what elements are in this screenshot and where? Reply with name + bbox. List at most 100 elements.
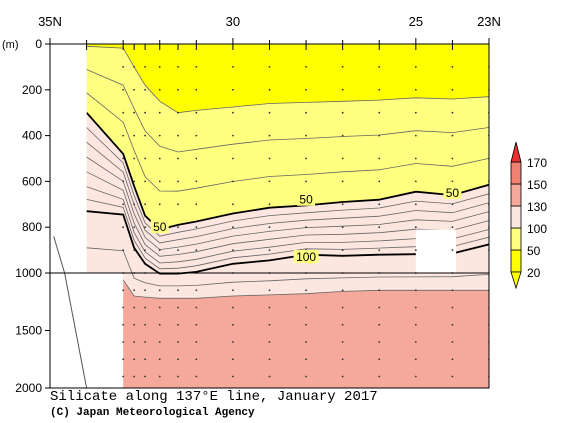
sample-dot [268,375,271,378]
sample-dot [133,111,136,114]
colorbar: 20 50 100 130 150 170 [510,141,547,290]
sample-dot [414,203,417,206]
y-tick-label: 0 [35,37,42,51]
sample-dot [341,111,344,114]
sample-dot [268,358,271,361]
sample-dot [177,66,179,68]
sample-dot [378,249,381,252]
contour-line [86,45,489,114]
sample-dot [144,358,147,361]
sample-dot [158,306,161,309]
sample-dot [305,323,307,326]
sample-dot [144,111,147,114]
sample-dot [451,203,454,206]
sample-dot [158,203,161,206]
sample-dot [133,289,136,292]
colorbar-segment [510,249,522,273]
sample-dot [305,341,307,343]
sample-dot [133,66,136,68]
color-fill-layers [86,44,489,388]
sample-dot [122,66,125,68]
sample-dot [414,249,417,252]
sample-dot [414,66,417,68]
sample-dot [133,226,136,229]
sample-dot [268,306,271,309]
contour-label-bg [443,185,462,199]
contour-labels: 50 50 50 100 [150,185,462,264]
sample-dot [195,203,198,206]
sample-dot [195,180,198,183]
sample-dot [144,306,147,309]
sample-dot [341,249,344,252]
sample-dot [133,358,136,361]
sample-dot [177,306,179,309]
sample-dot [177,88,179,91]
sample-dot [144,157,147,160]
sample-dot [195,226,198,229]
sample-dot [414,226,417,229]
sample-dot [341,375,344,378]
sample-dot [378,358,381,361]
sample-dot [378,323,381,326]
sample-dot [268,323,271,326]
sample-dot [341,157,344,160]
sample-dot [232,134,234,137]
contour-line [86,69,489,153]
sample-dot [341,134,344,137]
sample-dot [144,226,147,229]
sample-dot [451,226,454,229]
sample-dot [451,180,454,183]
y-tick-label: 800 [22,220,42,234]
sample-dot [177,341,179,343]
contour-label: 50 [153,220,167,234]
sample-dot [414,306,417,309]
sample-dot [378,226,381,229]
colorbar-label: 20 [527,266,541,280]
sample-dot [122,358,125,361]
sample-dot [177,375,179,378]
sample-dot [122,226,125,229]
sample-dot [144,88,147,91]
y-tick-label: 1500 [15,324,42,338]
sample-dot [232,358,234,361]
sample-dot [177,134,179,137]
sample-dot [268,111,271,114]
sample-dot [414,323,417,326]
colorbar-label: 170 [527,156,547,170]
sample-dot [232,111,234,114]
sample-dot [133,157,136,160]
contour-line [86,156,489,251]
sample-dot [268,341,271,343]
sample-dot [341,306,344,309]
sample-dot [195,134,198,137]
contour-label: 50 [299,193,313,207]
sample-dot [232,66,234,68]
sample-dot [414,88,417,91]
sample-dot [133,203,136,206]
sample-dot [177,111,179,114]
colorbar-label: 50 [527,244,541,258]
sample-dot [195,157,198,160]
sample-dot [133,323,136,326]
sample-dot [158,289,161,292]
sample-dot [341,341,344,343]
sample-dot [232,88,234,91]
sample-dot [158,358,161,361]
sample-dot [414,289,417,292]
chart-title: Silicate along 137°E line, January 2017 [50,389,378,405]
sample-dot [305,289,307,292]
sample-dot [195,341,198,343]
sample-dot [195,88,198,91]
sample-dot [451,289,454,292]
sample-dot [451,111,454,114]
sample-dot [177,157,179,160]
sample-dot [158,375,161,378]
sample-dot [451,341,454,343]
contour-label-bg [297,192,316,206]
sample-dot [133,375,136,378]
sample-dot [378,375,381,378]
sample-dot [144,289,147,292]
sample-dot [305,306,307,309]
sample-dot [378,88,381,91]
